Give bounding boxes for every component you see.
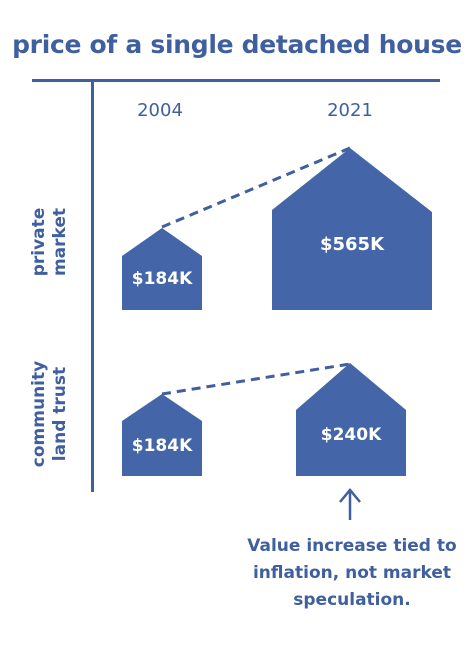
caption-line: inflation, not market bbox=[252, 563, 451, 583]
house-icon bbox=[122, 228, 202, 310]
year-label-2004: 2004 bbox=[137, 100, 183, 121]
price-label: $184K bbox=[132, 436, 193, 456]
dashed-connector bbox=[161, 146, 351, 229]
price-label: $240K bbox=[321, 425, 382, 445]
dashed-connector bbox=[161, 362, 351, 396]
price-label: $565K bbox=[320, 234, 385, 255]
chart-title: price of a single detached house bbox=[12, 30, 462, 59]
house-icon bbox=[272, 148, 432, 310]
caption: Value increase tied to inflation, not ma… bbox=[236, 533, 468, 614]
price-label: $184K bbox=[132, 269, 193, 289]
row-divider bbox=[91, 80, 94, 492]
house-icon bbox=[122, 394, 202, 476]
caption-line: Value increase tied to bbox=[247, 536, 457, 556]
house-icon bbox=[296, 363, 406, 476]
caption-line: speculation. bbox=[293, 590, 411, 610]
title-divider bbox=[32, 79, 440, 82]
year-label-2021: 2021 bbox=[327, 100, 373, 121]
arrow-up-icon bbox=[339, 488, 361, 520]
